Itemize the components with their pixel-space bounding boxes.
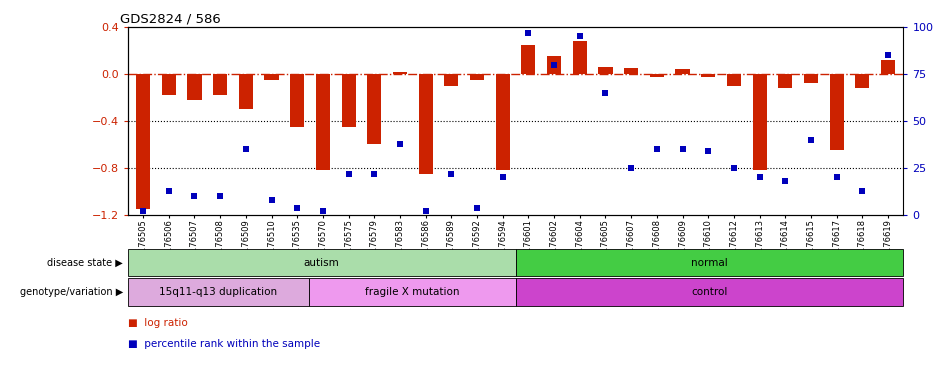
Bar (470, 74, 484, 80)
Bar (445, 74, 459, 86)
Bar (830, 74, 844, 151)
Bar (804, 74, 818, 83)
Bar (342, 74, 356, 127)
Bar (290, 74, 305, 127)
Point (161, 187, 176, 194)
Bar (572, 41, 587, 74)
Bar (128, 249, 516, 276)
Point (238, 146, 254, 152)
Point (264, 197, 279, 203)
Bar (727, 74, 741, 86)
Text: ■  log ratio: ■ log ratio (128, 318, 187, 328)
Bar (187, 74, 201, 100)
Text: disease state ▶: disease state ▶ (47, 258, 123, 268)
Point (289, 204, 305, 210)
Bar (308, 278, 516, 306)
Point (572, 33, 587, 40)
Bar (779, 74, 793, 88)
Bar (496, 74, 510, 170)
Text: control: control (692, 287, 727, 297)
Bar (367, 74, 381, 144)
Bar (624, 68, 639, 74)
Point (393, 141, 408, 147)
Bar (516, 249, 903, 276)
Point (674, 146, 690, 152)
Point (315, 208, 330, 214)
Point (521, 30, 536, 36)
Text: genotype/variation ▶: genotype/variation ▶ (20, 287, 123, 297)
Point (727, 165, 742, 171)
Point (752, 174, 767, 180)
Point (135, 208, 150, 214)
Point (495, 174, 510, 180)
Point (701, 148, 716, 154)
Point (803, 137, 818, 143)
Text: autism: autism (304, 258, 340, 268)
Point (444, 170, 459, 177)
Bar (393, 71, 407, 74)
Bar (516, 278, 903, 306)
Point (469, 204, 484, 210)
Point (342, 170, 357, 177)
Bar (675, 69, 690, 74)
Bar (650, 74, 664, 78)
Point (547, 61, 562, 68)
Point (213, 193, 228, 199)
Point (829, 174, 844, 180)
Text: ■  percentile rank within the sample: ■ percentile rank within the sample (128, 339, 320, 349)
Bar (213, 74, 227, 95)
Bar (238, 74, 253, 109)
Text: 15q11-q13 duplication: 15q11-q13 duplication (159, 287, 277, 297)
Bar (136, 74, 150, 209)
Text: GDS2824 / 586: GDS2824 / 586 (120, 13, 220, 26)
Bar (701, 74, 715, 78)
Point (623, 165, 639, 171)
Point (187, 193, 202, 199)
Bar (162, 74, 176, 95)
Bar (521, 45, 535, 74)
Bar (881, 60, 895, 74)
Bar (265, 74, 279, 80)
Point (649, 146, 664, 152)
Bar (855, 74, 869, 88)
Bar (599, 67, 612, 74)
Point (881, 52, 896, 58)
Bar (418, 74, 432, 174)
Point (778, 178, 793, 184)
Bar (547, 56, 561, 74)
Point (418, 208, 433, 214)
Text: normal: normal (692, 258, 727, 268)
Point (855, 187, 870, 194)
Bar (752, 74, 766, 170)
Bar (316, 74, 330, 170)
Text: fragile X mutation: fragile X mutation (365, 287, 460, 297)
Point (598, 90, 613, 96)
Point (367, 170, 382, 177)
Bar (128, 278, 308, 306)
